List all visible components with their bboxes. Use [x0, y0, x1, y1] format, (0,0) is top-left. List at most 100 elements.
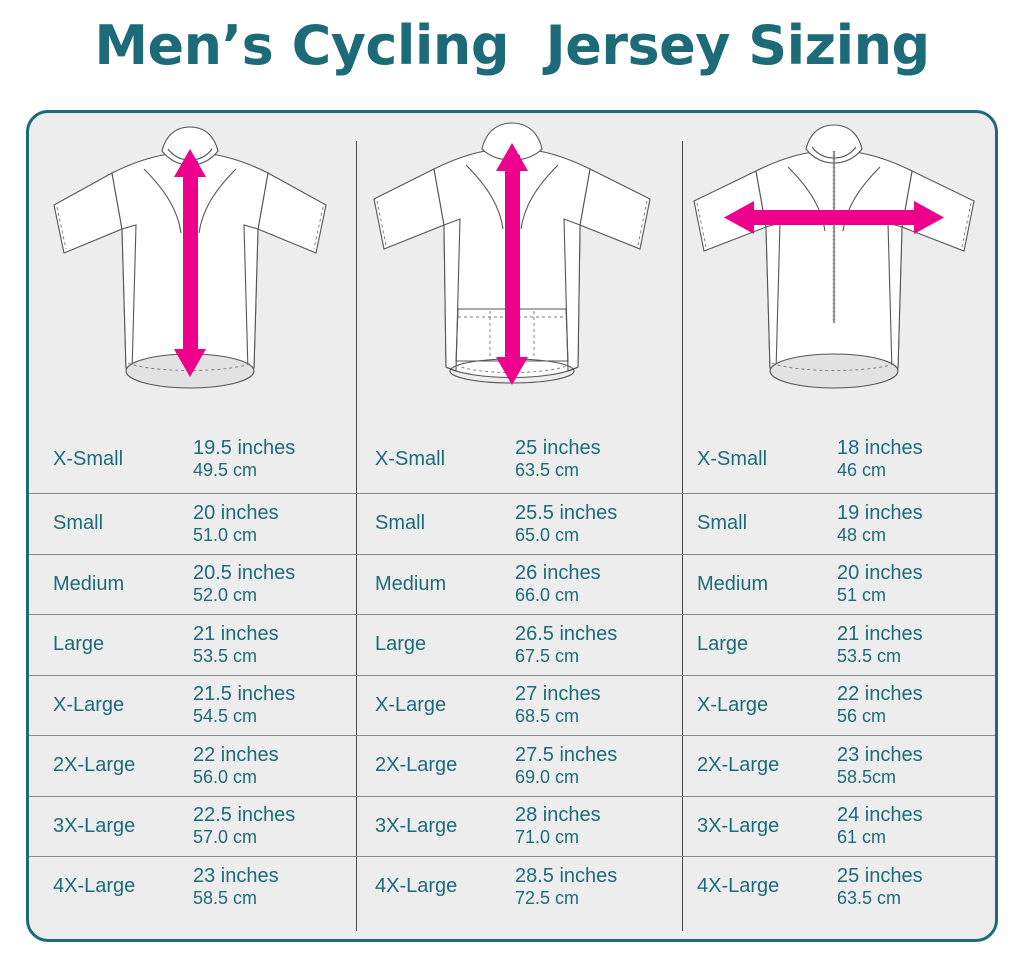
measurement-inches: 22 inches — [837, 683, 923, 706]
measurement-inches: 25 inches — [515, 437, 601, 460]
measurement-cm: 53.5 cm — [193, 645, 258, 666]
chest-width-arrow — [724, 201, 944, 234]
table-row[interactable]: Medium 26 inches 66.0 cm — [351, 553, 673, 615]
measurement-inches: 20.5 inches — [193, 562, 296, 585]
measurement-inches: 27.5 inches — [515, 743, 618, 766]
table-row[interactable]: 2X-Large 27.5 inches 69.0 cm — [351, 735, 673, 796]
measurement: 21.5 inches 54.5 cm — [193, 682, 341, 728]
table-row[interactable]: X-Large 22 inches 56 cm — [673, 674, 995, 736]
size-label: X-Large — [53, 693, 125, 716]
measurement-inches: 22 inches — [193, 743, 279, 766]
size-label: Small — [53, 512, 104, 535]
size-label: X-Large — [697, 693, 769, 716]
jersey-front-chest-icon — [693, 124, 975, 389]
measurement-cm: 68.5 cm — [515, 706, 580, 727]
table-row[interactable]: X-Small 25 inches 63.5 cm — [351, 425, 673, 493]
size-label: 2X-Large — [697, 754, 780, 777]
sizing-panel: X-Small 19.5 inches 49.5 cm Small 20 inc… — [26, 110, 998, 942]
size-table-back-length: X-Small 25 inches 63.5 cm Small 25.5 inc… — [351, 425, 673, 939]
size-label: 4X-Large — [697, 875, 780, 898]
table-row[interactable]: X-Small 19.5 inches 49.5 cm — [29, 425, 351, 493]
measurement: 25.5 inches 65.0 cm — [515, 501, 663, 547]
table-row[interactable]: Small 20 inches 51.0 cm — [29, 493, 351, 554]
measurement-cm: 67.5 cm — [515, 645, 580, 666]
measurement: 21 inches 53.5 cm — [193, 622, 341, 668]
measurement-cm: 54.5 cm — [193, 706, 258, 727]
measurement: 26 inches 66.0 cm — [515, 561, 663, 607]
measurement: 26.5 inches 67.5 cm — [515, 622, 663, 668]
table-row[interactable]: 3X-Large 24 inches 61 cm — [673, 795, 995, 857]
measurement-inches: 27 inches — [515, 683, 601, 706]
size-label: 3X-Large — [53, 814, 136, 837]
size-label: 2X-Large — [53, 754, 136, 777]
measurement-cm: 63.5 cm — [837, 887, 902, 908]
measurement: 19.5 inches 49.5 cm — [193, 436, 341, 482]
measurement-cm: 65.0 cm — [515, 524, 580, 545]
table-row[interactable]: 2X-Large 23 inches 58.5cm — [673, 735, 995, 796]
size-table-chest-width: X-Small 18 inches 46 cm Small 19 inches … — [673, 425, 995, 939]
measurement-cm: 53.5 cm — [837, 645, 902, 666]
measurement-cm: 56 cm — [837, 706, 887, 727]
table-row[interactable]: 4X-Large 28.5 inches 72.5 cm — [351, 856, 673, 917]
measurement-cm: 66.0 cm — [515, 585, 580, 606]
measurement: 23 inches 58.5 cm — [193, 864, 341, 910]
measurement-cm: 51.0 cm — [193, 524, 258, 545]
table-row[interactable]: Small 25.5 inches 65.0 cm — [351, 493, 673, 554]
measurement: 24 inches 61 cm — [837, 803, 985, 849]
page-title: Men’s Cycling Jersey Sizing — [94, 14, 930, 77]
jersey-front-length-icon — [53, 126, 327, 389]
jersey-back-length-icon — [373, 122, 651, 385]
table-row[interactable]: X-Large 27 inches 68.5 cm — [351, 674, 673, 736]
size-label: Medium — [697, 572, 769, 595]
measurement-inches: 23 inches — [193, 864, 279, 887]
measurement-inches: 19 inches — [837, 501, 923, 524]
measurement: 25 inches 63.5 cm — [515, 436, 663, 482]
size-label: 3X-Large — [375, 814, 458, 837]
table-row[interactable]: 2X-Large 22 inches 56.0 cm — [29, 735, 351, 796]
measurement-inches: 24 inches — [837, 804, 923, 827]
measurement-cm: 58.5 cm — [193, 887, 258, 908]
table-row[interactable]: 3X-Large 28 inches 71.0 cm — [351, 795, 673, 857]
table-row[interactable]: Medium 20.5 inches 52.0 cm — [29, 553, 351, 615]
table-row[interactable]: Medium 20 inches 51 cm — [673, 553, 995, 615]
size-label: Small — [375, 512, 426, 535]
measurement: 22 inches 56 cm — [837, 682, 985, 728]
column-divider-1 — [356, 141, 357, 931]
size-label: X-Small — [375, 447, 446, 470]
measurement-inches: 25.5 inches — [515, 501, 618, 524]
measurement-cm: 56.0 cm — [193, 766, 258, 787]
measurement-cm: 61 cm — [837, 827, 887, 848]
table-row[interactable]: X-Large 21.5 inches 54.5 cm — [29, 674, 351, 736]
illustration-cell-2 — [351, 113, 673, 423]
table-row[interactable]: Large 26.5 inches 67.5 cm — [351, 614, 673, 675]
measurement-inches: 21.5 inches — [193, 683, 296, 706]
table-row[interactable]: 4X-Large 23 inches 58.5 cm — [29, 856, 351, 917]
size-label: X-Small — [53, 447, 124, 470]
measurement: 20.5 inches 52.0 cm — [193, 561, 341, 607]
size-label: Large — [375, 633, 427, 656]
measurement-inches: 26 inches — [515, 562, 601, 585]
measurement-cm: 52.0 cm — [193, 585, 258, 606]
table-row[interactable]: Small 19 inches 48 cm — [673, 493, 995, 554]
measurement-cm: 58.5cm — [837, 766, 897, 787]
measurement-inches: 20 inches — [837, 562, 923, 585]
measurement-inches: 25 inches — [837, 864, 923, 887]
measurement-cm: 69.0 cm — [515, 766, 580, 787]
size-label: Small — [697, 512, 748, 535]
measurement: 22 inches 56.0 cm — [193, 743, 341, 789]
measurement-cm: 63.5 cm — [515, 460, 580, 481]
size-label: Large — [697, 633, 749, 656]
measurement: 27 inches 68.5 cm — [515, 682, 663, 728]
table-row[interactable]: 4X-Large 25 inches 63.5 cm — [673, 856, 995, 917]
measurement-cm: 57.0 cm — [193, 827, 258, 848]
measurement-inches: 21 inches — [193, 622, 279, 645]
size-label: 2X-Large — [375, 754, 458, 777]
measurement-inches: 22.5 inches — [193, 804, 296, 827]
measurement: 21 inches 53.5 cm — [837, 622, 985, 668]
table-row[interactable]: 3X-Large 22.5 inches 57.0 cm — [29, 795, 351, 857]
table-row[interactable]: Large 21 inches 53.5 cm — [29, 614, 351, 675]
table-row[interactable]: X-Small 18 inches 46 cm — [673, 425, 995, 493]
measurement: 20 inches 51 cm — [837, 561, 985, 607]
table-row[interactable]: Large 21 inches 53.5 cm — [673, 614, 995, 675]
